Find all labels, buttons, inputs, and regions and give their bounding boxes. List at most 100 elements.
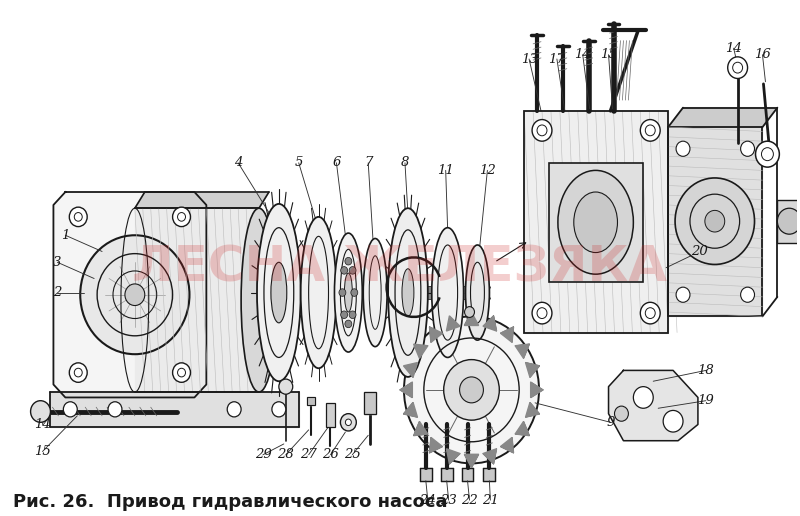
Polygon shape	[462, 467, 474, 481]
Text: 26: 26	[322, 448, 339, 461]
Text: 14: 14	[574, 48, 591, 61]
Text: 15: 15	[34, 445, 51, 458]
Circle shape	[339, 289, 346, 296]
Polygon shape	[515, 344, 530, 358]
Circle shape	[741, 287, 754, 302]
Ellipse shape	[402, 269, 414, 316]
Text: 13: 13	[521, 53, 538, 66]
Circle shape	[346, 419, 351, 426]
Circle shape	[125, 284, 145, 305]
Text: 29: 29	[254, 448, 271, 461]
Text: 14: 14	[726, 42, 742, 55]
Polygon shape	[403, 402, 418, 417]
Circle shape	[30, 401, 50, 422]
Text: 16: 16	[754, 48, 771, 61]
Text: 22: 22	[461, 494, 478, 507]
Circle shape	[676, 141, 690, 156]
Ellipse shape	[241, 208, 277, 392]
Polygon shape	[50, 392, 298, 427]
Circle shape	[444, 360, 499, 420]
Circle shape	[755, 141, 779, 167]
Polygon shape	[135, 208, 259, 392]
Circle shape	[459, 377, 483, 403]
Ellipse shape	[574, 192, 618, 252]
Polygon shape	[464, 312, 478, 326]
Circle shape	[675, 178, 754, 265]
Circle shape	[70, 207, 87, 227]
Ellipse shape	[466, 245, 490, 340]
Ellipse shape	[432, 228, 463, 358]
Circle shape	[532, 120, 552, 141]
Polygon shape	[464, 454, 478, 467]
Bar	[364, 392, 376, 414]
Polygon shape	[530, 382, 543, 398]
Circle shape	[404, 316, 539, 463]
Circle shape	[728, 57, 747, 78]
Polygon shape	[526, 363, 539, 377]
Polygon shape	[609, 370, 698, 441]
Polygon shape	[364, 392, 376, 414]
Ellipse shape	[344, 273, 352, 312]
Polygon shape	[306, 397, 314, 405]
Ellipse shape	[558, 170, 634, 274]
Polygon shape	[54, 192, 206, 397]
Circle shape	[173, 207, 190, 227]
Circle shape	[227, 402, 241, 417]
Text: 21: 21	[482, 494, 498, 507]
Circle shape	[63, 402, 78, 417]
Circle shape	[640, 120, 660, 141]
Circle shape	[741, 141, 754, 156]
Bar	[524, 111, 668, 333]
Ellipse shape	[301, 217, 337, 368]
Polygon shape	[483, 449, 497, 464]
Polygon shape	[446, 316, 460, 331]
Polygon shape	[261, 287, 490, 298]
Circle shape	[640, 302, 660, 324]
Ellipse shape	[271, 262, 286, 323]
Text: 23: 23	[440, 494, 457, 507]
Polygon shape	[524, 111, 668, 333]
Bar	[549, 163, 643, 282]
Ellipse shape	[257, 204, 301, 381]
Text: 5: 5	[294, 156, 303, 169]
Text: 11: 11	[438, 164, 454, 177]
Bar	[778, 200, 800, 243]
Text: 1: 1	[61, 229, 70, 242]
Text: 27: 27	[300, 448, 317, 461]
Ellipse shape	[363, 238, 387, 347]
Circle shape	[465, 307, 474, 317]
Circle shape	[108, 402, 122, 417]
Text: 19: 19	[698, 394, 714, 407]
Polygon shape	[441, 467, 453, 481]
Polygon shape	[483, 467, 495, 481]
Text: 12: 12	[479, 164, 496, 177]
Text: 15: 15	[600, 48, 617, 61]
Circle shape	[532, 302, 552, 324]
Text: 14: 14	[34, 418, 51, 431]
Text: 28: 28	[278, 448, 294, 461]
Polygon shape	[420, 467, 432, 481]
Text: 7: 7	[364, 156, 373, 169]
Text: 18: 18	[698, 364, 714, 377]
Text: 6: 6	[332, 156, 341, 169]
Text: 24: 24	[419, 494, 436, 507]
Polygon shape	[430, 438, 442, 453]
Circle shape	[341, 311, 348, 318]
Circle shape	[341, 414, 356, 431]
Text: 4: 4	[234, 156, 242, 169]
Polygon shape	[446, 449, 460, 464]
Ellipse shape	[388, 208, 428, 377]
Circle shape	[80, 235, 190, 354]
Text: ЛЕСНА ЖЕЛЕЗЯКА: ЛЕСНА ЖЕЛЕЗЯКА	[133, 243, 667, 291]
Circle shape	[345, 257, 352, 265]
Circle shape	[345, 320, 352, 328]
Circle shape	[349, 267, 356, 274]
Polygon shape	[668, 108, 778, 127]
Polygon shape	[668, 127, 762, 316]
Circle shape	[341, 267, 348, 274]
Text: 20: 20	[691, 245, 708, 258]
Polygon shape	[526, 402, 539, 417]
Text: 25: 25	[344, 448, 361, 461]
Circle shape	[351, 289, 358, 296]
Bar	[326, 403, 335, 427]
